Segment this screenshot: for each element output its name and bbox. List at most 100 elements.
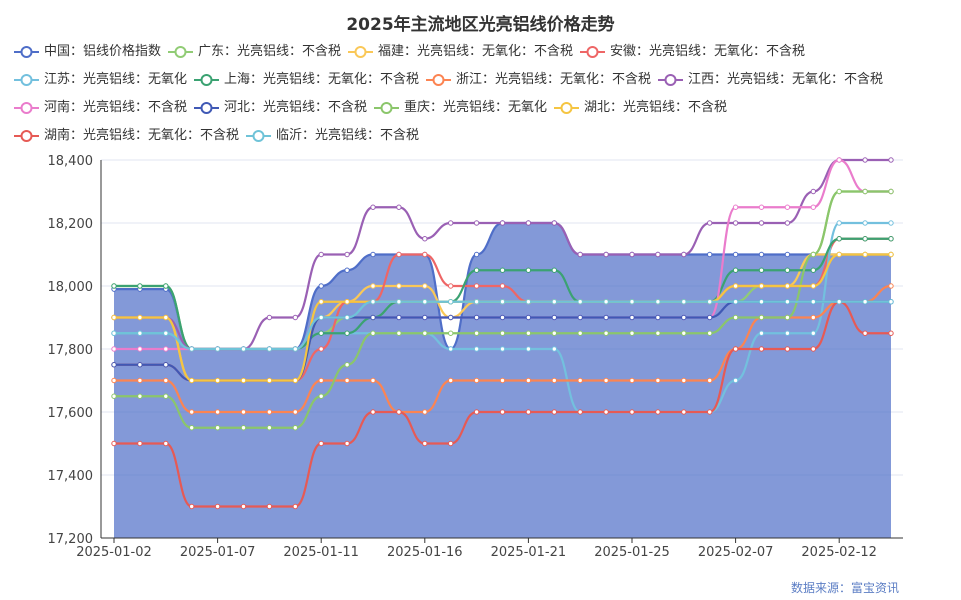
data-point <box>240 346 247 352</box>
data-point <box>448 440 454 447</box>
data-point <box>577 314 583 321</box>
data-point <box>396 330 402 336</box>
data-point <box>655 377 661 384</box>
data-point <box>266 377 273 384</box>
y-tick-label: 17,200 <box>48 532 94 547</box>
data-point <box>577 251 583 258</box>
data-point <box>836 188 842 195</box>
data-point <box>473 220 480 226</box>
data-point <box>888 220 894 226</box>
data-point <box>577 377 583 384</box>
data-point <box>473 409 480 415</box>
legend-swatch-icon <box>374 102 400 114</box>
legend-item[interactable]: 中国：铝线价格指数 <box>14 40 161 64</box>
data-point <box>499 267 506 273</box>
legend-item[interactable]: 上海：光亮铝线：无氧化：不含税 <box>194 68 419 92</box>
data-point <box>111 283 117 289</box>
data-point <box>888 299 894 305</box>
data-point <box>111 314 117 321</box>
data-point <box>422 409 428 415</box>
series-12 <box>111 299 894 510</box>
data-point <box>163 440 169 447</box>
data-point <box>344 314 350 321</box>
y-tick-label: 17,800 <box>48 343 94 358</box>
data-point <box>888 236 894 242</box>
data-point <box>810 204 816 210</box>
legend-item[interactable]: 湖北：光亮铝线：不含税 <box>554 96 727 120</box>
data-point <box>603 299 609 305</box>
data-point <box>344 251 350 258</box>
legend-item[interactable]: 浙江：光亮铝线：无氧化：不含税 <box>426 68 651 92</box>
data-point <box>784 251 791 258</box>
data-point <box>318 314 324 321</box>
data-point <box>525 314 532 321</box>
data-point <box>163 377 169 384</box>
x-tick-label: 2025-01-07 <box>180 545 256 560</box>
data-point <box>862 251 868 258</box>
data-point <box>551 377 557 384</box>
data-point <box>396 314 402 321</box>
data-point <box>888 330 894 336</box>
legend-item[interactable]: 安徽：光亮铝线：无氧化：不含税 <box>580 40 805 64</box>
legend-swatch-icon <box>246 130 272 142</box>
data-point <box>810 346 816 352</box>
data-point <box>784 283 791 289</box>
data-point <box>370 409 376 415</box>
data-point <box>473 251 480 258</box>
data-point <box>163 314 169 321</box>
data-point <box>784 314 791 321</box>
legend-item[interactable]: 广东：光亮铝线：不含税 <box>168 40 341 64</box>
legend-item[interactable]: 河北：光亮铝线：不含税 <box>194 96 367 120</box>
data-point <box>396 204 402 210</box>
x-tick-label: 2025-01-25 <box>594 545 670 560</box>
data-point <box>137 393 143 399</box>
x-tick-label: 2025-01-02 <box>76 545 152 560</box>
legend-item[interactable]: 江苏：光亮铝线：无氧化 <box>14 68 187 92</box>
series-10 <box>111 188 894 431</box>
data-point <box>344 362 350 368</box>
data-point <box>473 283 480 289</box>
legend-item[interactable]: 江西：光亮铝线：无氧化：不含税 <box>658 68 883 92</box>
data-point <box>240 409 247 415</box>
legend-label: 浙江：光亮铝线：无氧化：不含税 <box>456 72 652 87</box>
y-tick-label: 18,000 <box>48 280 94 295</box>
legend-item[interactable]: 福建：光亮铝线：无氧化：不含税 <box>348 40 573 64</box>
data-point <box>784 346 791 352</box>
data-point <box>603 409 609 415</box>
data-point <box>758 267 765 273</box>
data-point <box>473 314 480 321</box>
legend-label: 安徽：光亮铝线：无氧化：不含税 <box>610 44 806 59</box>
data-point <box>888 157 894 163</box>
data-point <box>862 220 868 226</box>
data-point <box>163 362 169 368</box>
data-point <box>732 283 739 289</box>
data-point <box>422 314 428 321</box>
data-point <box>732 267 739 273</box>
legend-item[interactable]: 河南：光亮铝线：不含税 <box>14 96 187 120</box>
chart-legend: 中国：铝线价格指数 广东：光亮铝线：不含税 福建：光亮铝线：无氧化：不含税 安徽：光亮… <box>14 40 954 152</box>
data-point <box>681 409 687 415</box>
data-point <box>577 330 583 336</box>
legend-label: 福建：光亮铝线：无氧化：不含税 <box>378 44 574 59</box>
data-point <box>448 299 454 305</box>
data-point <box>862 236 868 242</box>
data-point <box>266 425 273 431</box>
data-point <box>137 362 143 368</box>
data-point <box>758 220 765 226</box>
y-tick-label: 17,600 <box>48 406 94 421</box>
legend-item[interactable]: 重庆：光亮铝线：无氧化 <box>374 96 547 120</box>
data-point <box>836 299 842 305</box>
data-point <box>422 236 428 242</box>
data-point <box>422 251 428 258</box>
data-point <box>629 251 635 258</box>
data-point <box>137 314 143 321</box>
data-point <box>810 251 816 258</box>
data-point <box>396 251 402 258</box>
data-point <box>810 283 816 289</box>
legend-item[interactable]: 临沂：光亮铝线：不含税 <box>246 124 419 148</box>
data-point <box>318 251 324 258</box>
legend-item[interactable]: 湖南：光亮铝线：无氧化：不含税 <box>14 124 239 148</box>
data-point <box>681 299 687 305</box>
data-point <box>266 314 273 321</box>
data-point <box>137 330 143 336</box>
